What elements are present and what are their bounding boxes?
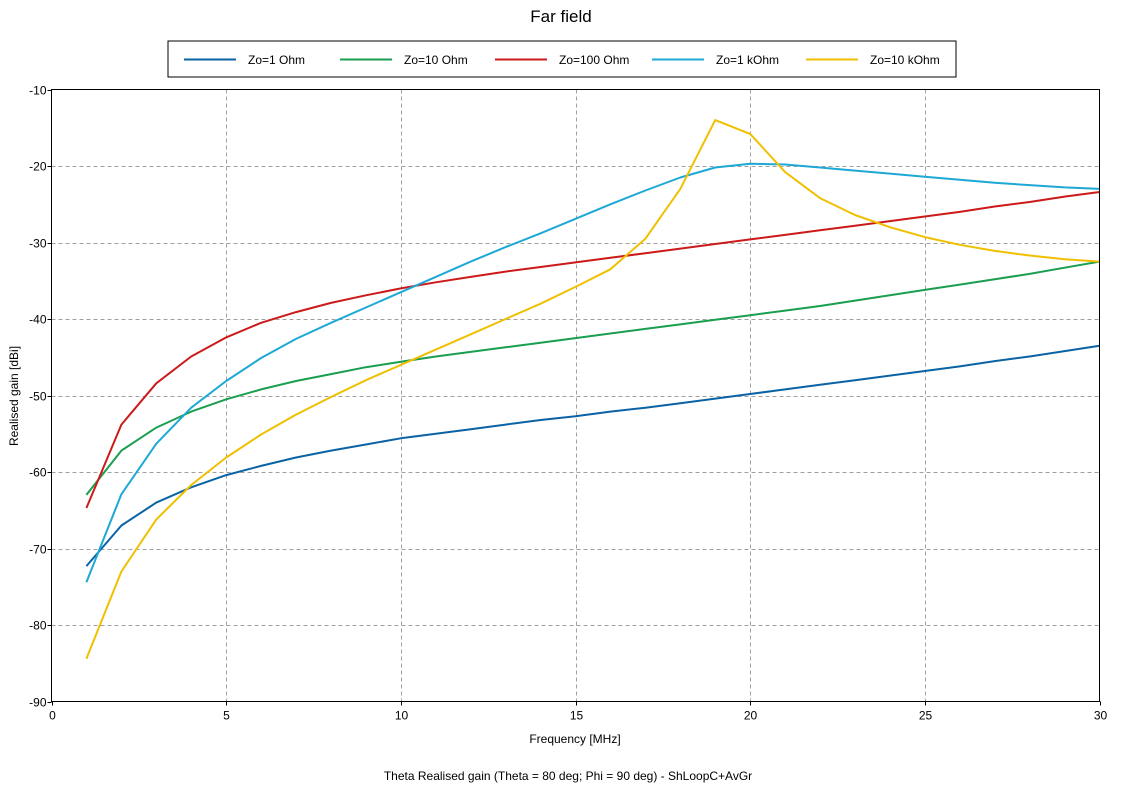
y-tick-label: -70 [29, 543, 47, 557]
plot-frame [51, 89, 1100, 702]
x-tick-label: 30 [1094, 709, 1108, 723]
legend: Zo=1 Ohm Zo=10 Ohm Zo=100 Ohm Zo=1 kOhm Zo=1… [167, 40, 957, 78]
x-tick-label: 15 [570, 709, 584, 723]
legend-label-2: Zo=10 Ohm [404, 53, 468, 67]
series-line-3 [85, 191, 1100, 509]
x-axis-label: Frequency [MHz] [529, 732, 620, 746]
x-tick-label: 5 [223, 709, 230, 723]
x-tick-label: 0 [49, 709, 56, 723]
x-axis: 0 5 10 15 20 25 30 [49, 701, 1108, 723]
x-tick-label: 25 [919, 709, 933, 723]
series-line-1 [85, 344, 1100, 567]
x-tick-label: 10 [395, 709, 409, 723]
y-tick-label: -10 [29, 84, 47, 98]
legend-label-4: Zo=1 kOhm [716, 53, 779, 67]
series-line-5 [85, 119, 1100, 660]
y-tick-label: -30 [29, 237, 47, 251]
chart-title: Far field [530, 7, 591, 26]
legend-label-3: Zo=100 Ohm [559, 53, 629, 67]
y-tick-label: -80 [29, 619, 47, 633]
series-lines [85, 119, 1100, 660]
y-tick-label: -50 [29, 390, 47, 404]
series-line-4 [85, 162, 1100, 583]
grid [51, 89, 1100, 702]
legend-label-5: Zo=10 kOhm [870, 53, 940, 67]
series-line-2 [85, 260, 1100, 496]
y-axis: -10 -20 -30 -40 -50 -60 -70 -80 -90 [29, 84, 52, 710]
chart-footer: Theta Realised gain (Theta = 80 deg; Phi… [384, 769, 752, 783]
y-tick-label: -90 [29, 696, 47, 710]
y-tick-label: -20 [29, 160, 47, 174]
y-axis-label: Realised gain [dBi] [7, 346, 21, 446]
y-tick-label: -60 [29, 466, 47, 480]
y-tick-label: -40 [29, 313, 47, 327]
x-tick-label: 20 [744, 709, 758, 723]
legend-label-1: Zo=1 Ohm [248, 53, 305, 67]
